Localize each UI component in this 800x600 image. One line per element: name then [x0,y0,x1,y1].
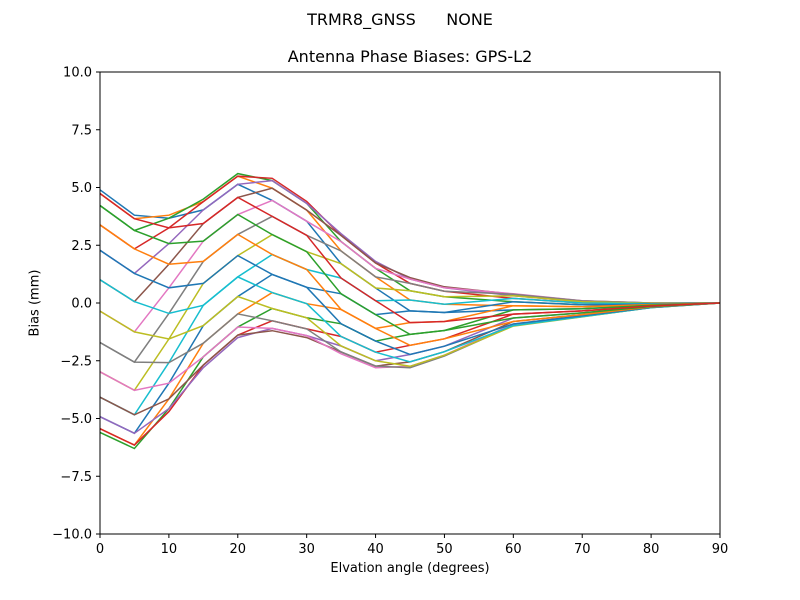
series-lines [99,172,721,450]
series-line [99,302,721,369]
x-axis-label: Elvation angle (degrees) [330,561,490,576]
series-line [99,192,721,324]
y-axis-label: Bias (mm) [27,269,43,337]
x-tick-label: 70 [574,542,591,557]
series-line [99,183,721,314]
series-line [99,233,721,392]
x-tick-label: 20 [230,542,247,557]
x-tick-label: 80 [643,542,660,557]
chart-title: Antenna Phase Biases: GPS-L2 [287,47,533,66]
y-tick-label: −7.5 [60,470,92,485]
x-tick-label: 60 [505,542,522,557]
y-tick-label: −10.0 [52,528,92,543]
x-tick-label: 30 [298,542,315,557]
x-tick-label: 50 [436,542,453,557]
x-axis-ticks: 0 10 20 30 40 50 60 70 80 90 [96,534,728,557]
series-line [99,215,720,364]
series-line [99,204,721,336]
figure-suptitle: TRMR8_GNSS NONE [307,10,493,29]
x-tick-label: 10 [161,542,178,557]
y-axis-ticks: −10.0 −7.5 −5.0 −2.5 0.0 2.5 5.0 7.5 10.0 [52,66,100,543]
y-tick-label: 2.5 [71,239,92,254]
series-line [99,249,721,356]
y-tick-label: 0.0 [71,297,92,312]
y-tick-label: −2.5 [60,354,92,369]
series-line [99,302,721,447]
x-tick-label: 0 [96,542,104,557]
y-tick-label: 5.0 [71,181,92,196]
series-line [99,302,721,392]
series-line [99,224,721,347]
y-tick-label: −5.0 [60,412,92,427]
y-tick-label: 10.0 [63,66,92,81]
x-tick-label: 90 [712,542,729,557]
y-tick-label: 7.5 [71,123,92,138]
series-line [99,276,721,363]
series-line [99,291,721,447]
x-tick-label: 40 [367,542,384,557]
